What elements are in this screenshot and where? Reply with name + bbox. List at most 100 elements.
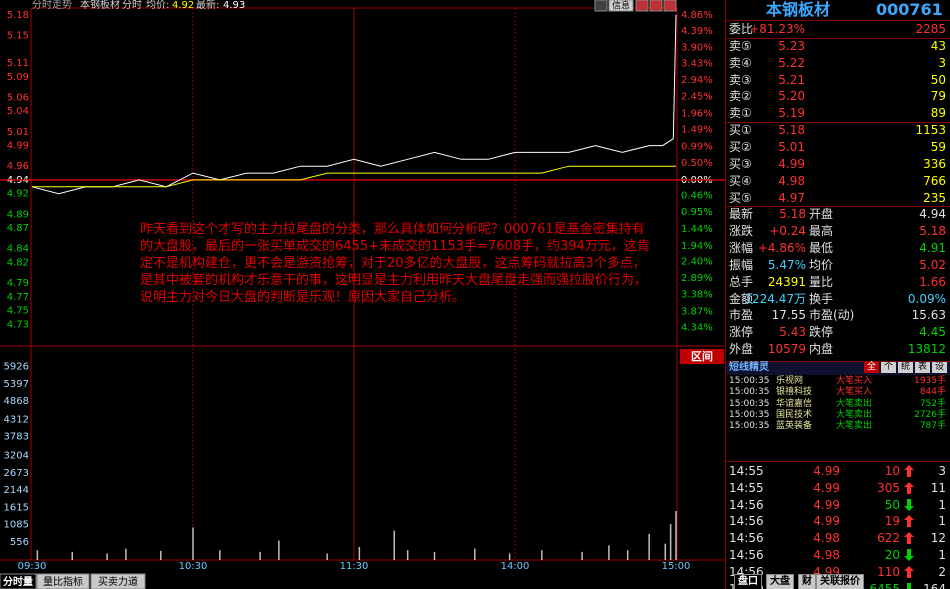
elf-tab[interactable]: 设 <box>932 362 947 373</box>
ratio-pct: +81.23% <box>749 22 805 36</box>
order-label: 买① <box>729 123 752 138</box>
elf-action: 大笔买入 <box>836 376 873 386</box>
elf-action: 大笔买入 <box>836 387 873 398</box>
trade-volume: 19 <box>884 514 900 529</box>
order-volume: 235 <box>923 190 946 205</box>
panel-tab[interactable]: 关联报价 <box>816 574 864 589</box>
volume-bar <box>160 550 162 560</box>
stat-label: 最低 <box>809 241 834 256</box>
trade-time: 14:55 <box>729 480 764 495</box>
order-label: 买⑤ <box>729 190 752 205</box>
panel-tab[interactable]: 大盘 <box>766 574 794 589</box>
up-arrow <box>904 532 914 545</box>
stat-label: 跌停 <box>809 325 834 340</box>
order-volume: 59 <box>930 139 946 154</box>
trade-count: 1 <box>938 514 946 529</box>
tab[interactable] <box>36 573 90 589</box>
elf-volume: 787手 <box>919 421 946 432</box>
up-arrow <box>904 465 914 477</box>
elf-tab[interactable]: 表 <box>915 362 930 373</box>
volume-bar <box>608 545 610 560</box>
elf-volume: 1935手 <box>914 376 946 386</box>
up-arrow <box>904 481 914 494</box>
y2-tick-label: 2.45% <box>681 92 713 103</box>
trade-price: 4.98 <box>813 531 840 546</box>
separator <box>726 20 950 21</box>
window-button[interactable] <box>663 0 677 12</box>
elf-tab[interactable]: 个 <box>881 362 896 373</box>
stat-label: 振幅 <box>729 257 754 272</box>
tab[interactable] <box>90 573 146 589</box>
stat-value: 1224.47万 <box>744 291 806 306</box>
y2-tick-label: 3.90% <box>681 42 713 53</box>
order-label: 买④ <box>729 173 752 188</box>
tab-label[interactable]: 买卖力道 <box>98 575 138 588</box>
separator <box>726 206 950 208</box>
up-arrow <box>904 515 914 528</box>
header-last: 4.93 <box>223 0 245 11</box>
window-button[interactable] <box>649 0 663 12</box>
volume-tick-label: 2673 <box>4 468 29 479</box>
stat-label: 金额 <box>729 291 754 306</box>
x-tick-label: 11:30 <box>340 561 369 572</box>
order-volume: 50 <box>930 72 946 87</box>
info-button-label[interactable]: 信息 <box>612 0 630 12</box>
trade-price: 4.99 <box>813 497 840 512</box>
y-tick-label: 5.09 <box>7 72 29 83</box>
header-stock: 本钢板材 <box>80 0 120 11</box>
volume-bar <box>358 546 361 560</box>
chart-bg <box>0 0 725 589</box>
volume-tick-label: 1615 <box>4 502 29 513</box>
stat-value: 5.47% <box>767 257 806 272</box>
trade-time: 14:56 <box>729 548 764 562</box>
avg-line <box>32 165 676 188</box>
elf-tab[interactable]: 全 <box>864 362 879 373</box>
order-label: 买② <box>729 139 752 154</box>
ratio-label: 委比 <box>729 22 754 36</box>
stat-label: 量比 <box>809 274 834 289</box>
trade-volume: 10 <box>884 464 900 478</box>
range-button[interactable] <box>680 349 724 364</box>
separator <box>726 37 950 39</box>
up-arrow <box>904 565 914 578</box>
stat-value: +0.24 <box>769 224 806 239</box>
panel-tab[interactable]: 财 <box>798 574 816 589</box>
volume-tick-label: 5397 <box>4 379 29 390</box>
volume-tick-label: 4312 <box>4 414 29 425</box>
tab-label[interactable]: 量比指标 <box>43 575 83 588</box>
order-price: 5.22 <box>778 55 805 70</box>
tool-button[interactable] <box>594 0 608 12</box>
stat-value: 17.55 <box>771 308 806 323</box>
header-last-label: 最新: <box>196 0 219 11</box>
trade-price: 4.99 <box>813 480 840 495</box>
trade-time: 14:56 <box>729 531 764 546</box>
arrow <box>904 498 914 511</box>
arrow <box>904 549 914 561</box>
panel-tab[interactable]: 盘口 <box>734 574 762 589</box>
price-line <box>31 14 677 195</box>
trade-time: 14:56 <box>729 497 764 512</box>
tab-active[interactable] <box>0 573 37 589</box>
arrow <box>907 582 911 589</box>
stat-label: 市盈(动) <box>809 308 855 323</box>
elf-tab[interactable]: 统 <box>898 362 913 373</box>
volume-bar <box>36 550 39 560</box>
intraday-chart: 分时走势 本钢板材 分时 均价: 4.92 最新: 4.93 信息 区间 分时量… <box>0 0 725 589</box>
range-button-label[interactable]: 区间 <box>691 350 713 363</box>
elf-time: 15:00:35 <box>729 409 770 420</box>
volume-bar <box>393 530 395 560</box>
y2-tick-label: 2.94% <box>681 75 713 86</box>
x-tick-label: 15:00 <box>662 561 691 572</box>
stat-value: 5.18 <box>919 224 946 239</box>
window-button[interactable] <box>635 0 649 12</box>
info-button[interactable] <box>608 0 634 12</box>
y2-tick-label: 1.44% <box>681 224 713 235</box>
header-mode: 分时走势 <box>32 0 72 11</box>
stat-value: 13812 <box>907 342 946 357</box>
stat-label: 涨停 <box>729 325 754 340</box>
tab-label[interactable]: 分时量 <box>3 575 33 588</box>
trade-count: 12 <box>930 531 946 546</box>
y2-tick-label: 0.95% <box>681 207 713 218</box>
down-arrow <box>904 549 914 561</box>
